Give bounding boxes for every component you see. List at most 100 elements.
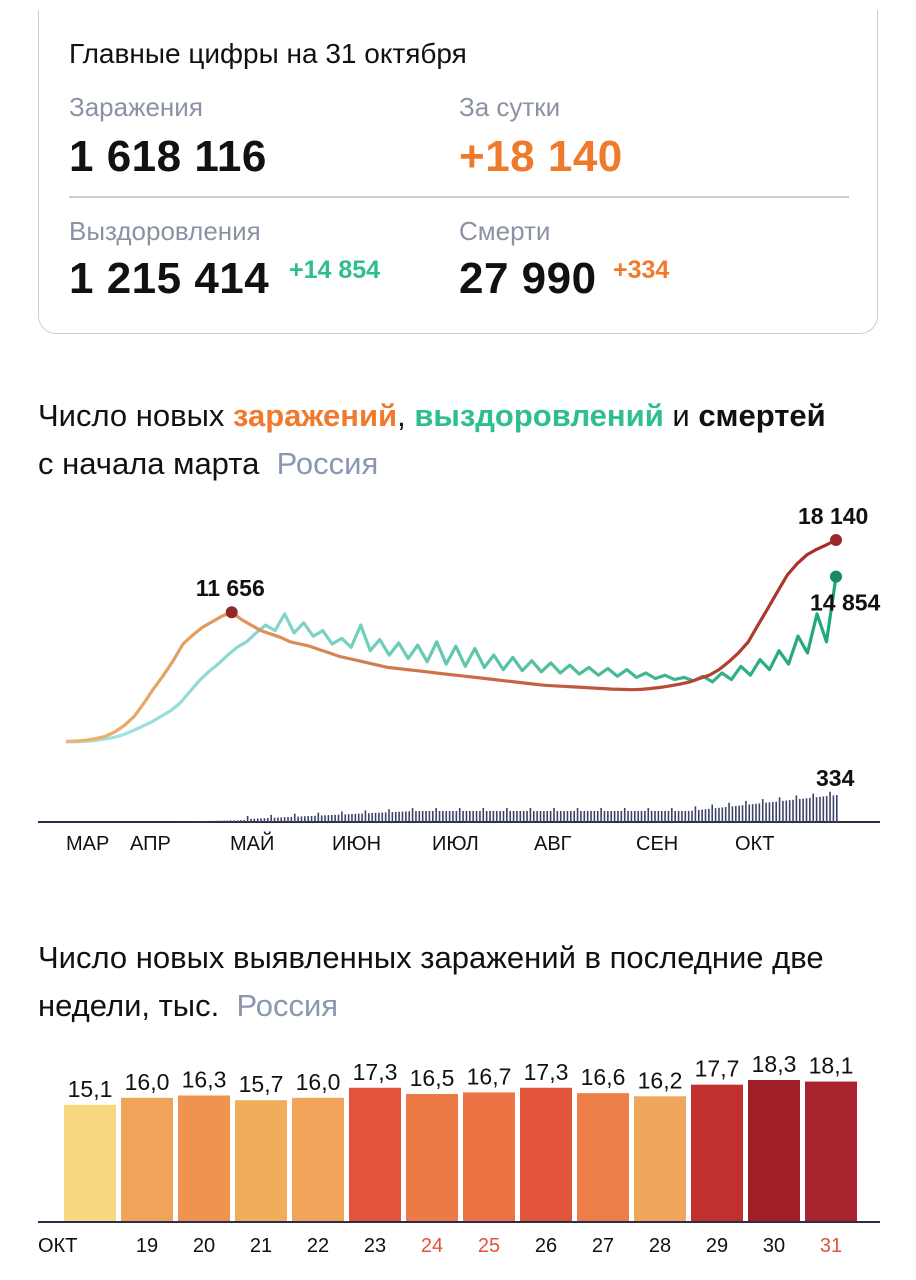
month-label: СЕН bbox=[636, 833, 678, 855]
death-bar bbox=[472, 811, 474, 822]
death-bar bbox=[718, 807, 720, 822]
death-bar bbox=[452, 811, 454, 822]
death-bar bbox=[633, 811, 636, 822]
death-bar bbox=[320, 815, 323, 822]
bar-value-label: 16,7 bbox=[467, 1063, 512, 1089]
chart1-title-recoveries: выздоровлений bbox=[414, 398, 664, 433]
death-bar bbox=[583, 811, 586, 822]
chart1-title: Число новых заражений, выздоровлений и с… bbox=[38, 392, 826, 488]
bar bbox=[520, 1087, 572, 1222]
bar-value-label: 16,3 bbox=[182, 1067, 227, 1093]
death-bar bbox=[671, 808, 673, 822]
death-bar bbox=[549, 811, 552, 822]
bar-value-label: 15,7 bbox=[239, 1071, 284, 1097]
death-bar bbox=[677, 811, 680, 822]
death-bar bbox=[267, 818, 269, 822]
death-bar bbox=[714, 808, 717, 822]
death-bar bbox=[418, 811, 421, 822]
death-bar bbox=[623, 808, 626, 822]
death-bar bbox=[570, 811, 572, 822]
death-bar bbox=[620, 811, 623, 822]
death-bar bbox=[734, 805, 737, 822]
death-bar bbox=[304, 816, 306, 822]
recoveries-line bbox=[65, 576, 838, 744]
bar-category-label: 25 bbox=[478, 1235, 500, 1257]
trend-chart: 11 656 18 140 14 854 334 МАР АПР МАЙ ИЮН ИЮЛ АВГ С… bbox=[38, 503, 881, 855]
death-bar bbox=[785, 800, 788, 822]
death-bar bbox=[697, 809, 700, 822]
death-bar bbox=[647, 808, 650, 822]
death-bar bbox=[374, 812, 377, 822]
death-bar bbox=[388, 809, 390, 822]
chart1-title-prefix: Число новых bbox=[38, 398, 233, 433]
death-bar bbox=[516, 811, 518, 822]
bar bbox=[805, 1081, 857, 1222]
death-bar bbox=[253, 818, 256, 822]
death-bar bbox=[243, 820, 246, 822]
death-bar bbox=[687, 811, 690, 822]
bar bbox=[691, 1084, 743, 1222]
bar bbox=[634, 1096, 686, 1222]
death-bar bbox=[384, 812, 387, 822]
death-bar bbox=[401, 811, 404, 822]
death-bar bbox=[229, 820, 232, 822]
death-bar bbox=[334, 814, 336, 822]
death-bar bbox=[825, 796, 828, 822]
death-bar bbox=[745, 800, 747, 822]
bar bbox=[463, 1092, 515, 1222]
death-bar bbox=[644, 811, 646, 822]
death-bar bbox=[610, 811, 613, 822]
death-bar bbox=[445, 811, 448, 822]
infections-value: 1 618 116 bbox=[69, 132, 267, 181]
death-bar bbox=[209, 820, 212, 822]
death-bar bbox=[431, 811, 434, 822]
bar bbox=[178, 1095, 230, 1222]
death-bar bbox=[469, 811, 471, 822]
death-bar bbox=[310, 815, 313, 822]
death-bar bbox=[772, 801, 774, 822]
chart2-title-line2: недели, тыс. bbox=[38, 988, 220, 1023]
bar bbox=[235, 1100, 287, 1222]
death-bar bbox=[630, 811, 633, 822]
bar-category-label: 22 bbox=[307, 1235, 329, 1257]
bar-category-label: 20 bbox=[193, 1235, 215, 1257]
death-bar bbox=[479, 811, 481, 822]
death-bar bbox=[465, 811, 468, 822]
death-bar bbox=[566, 811, 569, 822]
death-bar bbox=[617, 811, 619, 822]
annotation-label: 14 854 bbox=[810, 590, 881, 616]
death-bar bbox=[580, 811, 582, 822]
death-bar bbox=[815, 797, 818, 822]
death-bar bbox=[297, 816, 299, 822]
death-bar bbox=[199, 821, 202, 822]
death-bar bbox=[330, 814, 333, 822]
bar-value-label: 17,7 bbox=[695, 1056, 740, 1082]
death-bar bbox=[674, 811, 676, 822]
death-bar bbox=[724, 807, 727, 822]
death-bar bbox=[613, 811, 616, 822]
death-bar bbox=[317, 812, 320, 822]
death-bar bbox=[277, 817, 279, 822]
death-bar bbox=[428, 811, 431, 822]
death-bar bbox=[805, 798, 808, 822]
death-bar bbox=[196, 821, 198, 822]
deaths-delta: +334 bbox=[613, 256, 670, 284]
bar-value-label: 16,2 bbox=[638, 1067, 683, 1093]
death-bar bbox=[233, 820, 235, 822]
death-bar bbox=[627, 811, 629, 822]
chart2-title-line1: Число новых выявленных заражений в после… bbox=[38, 940, 824, 975]
death-bar bbox=[788, 800, 791, 822]
death-bar bbox=[573, 811, 575, 822]
month-label: МАР bbox=[66, 833, 109, 855]
death-bar bbox=[586, 811, 589, 822]
death-bar bbox=[408, 811, 411, 822]
bar bbox=[577, 1093, 629, 1222]
recoveries-last-marker bbox=[830, 570, 842, 583]
deaths-bars bbox=[169, 791, 838, 822]
death-bar bbox=[782, 800, 784, 822]
death-bar bbox=[425, 811, 427, 822]
death-bar bbox=[748, 804, 751, 822]
recoveries-value: 1 215 414 bbox=[69, 254, 270, 303]
death-bar bbox=[283, 817, 286, 822]
death-bar bbox=[371, 813, 373, 822]
